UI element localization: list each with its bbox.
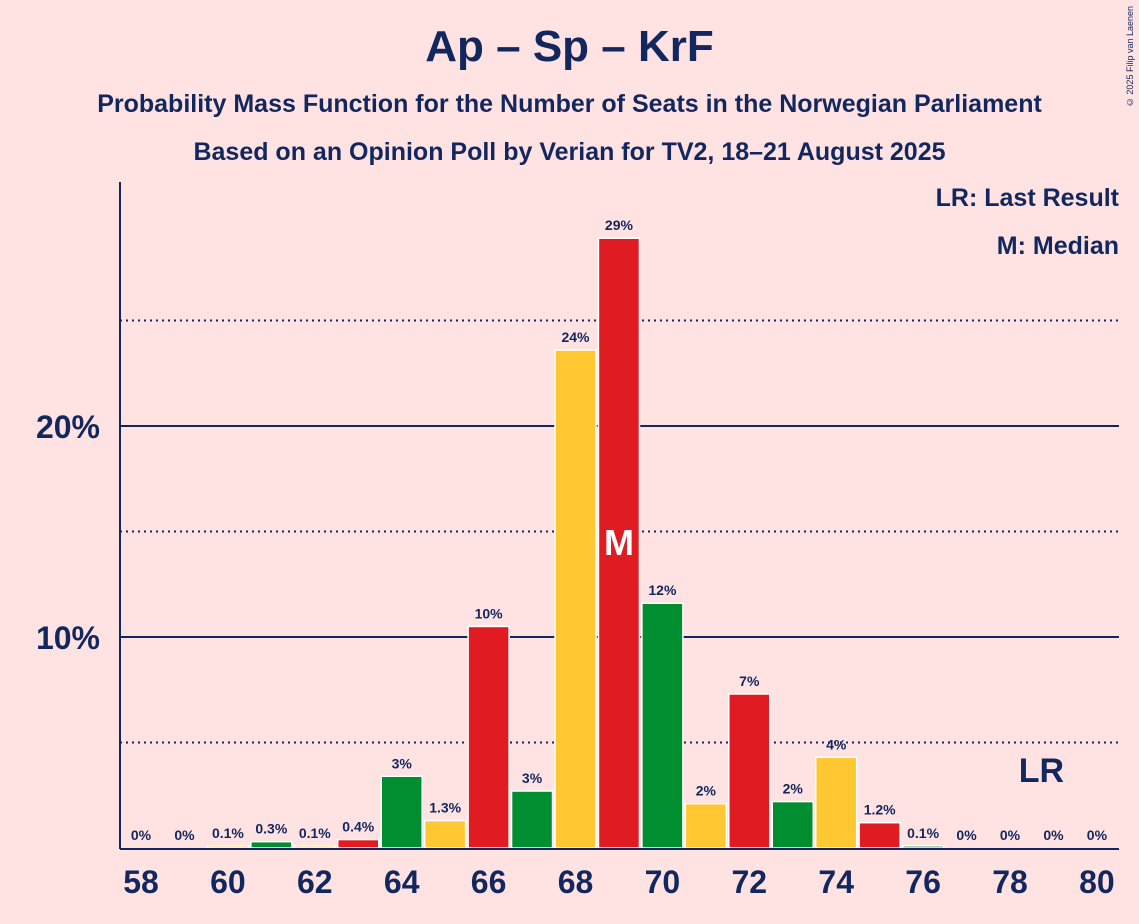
bar-label-67: 3% xyxy=(522,770,543,786)
bar-label-77: 0% xyxy=(956,827,977,843)
bar-60 xyxy=(206,845,250,849)
bar-61 xyxy=(250,840,293,849)
bar-65 xyxy=(423,819,467,849)
bar-76 xyxy=(901,845,945,849)
x-tick-label: 62 xyxy=(297,864,333,900)
bar-67 xyxy=(510,790,554,849)
bar-label-58: 0% xyxy=(131,827,152,843)
bar-75 xyxy=(858,821,901,849)
bar-71 xyxy=(684,802,728,849)
bar-label-76: 0.1% xyxy=(907,825,939,841)
bar-label-59: 0% xyxy=(174,827,195,843)
bar-63 xyxy=(337,838,380,849)
bar-68 xyxy=(554,349,597,849)
x-tick-label: 70 xyxy=(645,864,681,900)
x-tick-label: 58 xyxy=(123,864,159,900)
x-tick-label: 66 xyxy=(471,864,507,900)
bar-label-75: 1.2% xyxy=(864,802,896,818)
bar-label-71: 2% xyxy=(696,783,717,799)
bar-label-66: 10% xyxy=(475,605,504,621)
chart-subtitle: Probability Mass Function for the Number… xyxy=(97,90,1042,118)
bar-label-63: 0.4% xyxy=(342,819,374,835)
x-tick-label: 72 xyxy=(732,864,768,900)
bar-74 xyxy=(814,756,858,849)
bar-label-65: 1.3% xyxy=(429,800,461,816)
median-marker: M xyxy=(604,522,634,563)
x-tick-label: 80 xyxy=(1079,864,1115,900)
bar-label-60: 0.1% xyxy=(212,825,244,841)
last-result-marker: LR xyxy=(1019,752,1064,790)
bar-label-64: 3% xyxy=(392,755,413,771)
bar-label-69: 29% xyxy=(605,217,634,233)
bar-73 xyxy=(771,800,814,849)
bar-64 xyxy=(380,775,423,849)
bar-70 xyxy=(641,602,684,849)
bar-label-61: 0.3% xyxy=(255,821,287,837)
x-tick-label: 60 xyxy=(210,864,246,900)
bar-62 xyxy=(293,845,337,849)
chart-title: Ap – Sp – KrF xyxy=(425,22,714,71)
bar-label-80: 0% xyxy=(1087,827,1108,843)
bar-66 xyxy=(467,625,510,849)
x-tick-label: 76 xyxy=(905,864,941,900)
bar-label-78: 0% xyxy=(1000,827,1021,843)
legend-last-result: LR: Last Result xyxy=(935,184,1119,212)
bar-72 xyxy=(728,693,771,849)
chart-source: Based on an Opinion Poll by Verian for T… xyxy=(193,138,946,166)
x-tick-label: 64 xyxy=(384,864,420,900)
x-tick-label: 68 xyxy=(558,864,594,900)
y-tick-label: 20% xyxy=(36,409,100,445)
x-tick-label: 74 xyxy=(818,864,854,900)
bar-69 xyxy=(597,237,641,849)
x-tick-label: 78 xyxy=(992,864,1028,900)
bar-label-72: 7% xyxy=(739,673,760,689)
bar-label-70: 12% xyxy=(648,582,677,598)
bar-label-68: 24% xyxy=(561,329,590,345)
legend-median: M: Median xyxy=(996,232,1119,260)
bar-label-73: 2% xyxy=(783,781,804,797)
bar-label-62: 0.1% xyxy=(299,825,331,841)
bar-label-74: 4% xyxy=(826,736,847,752)
y-tick-label: 10% xyxy=(36,620,100,656)
bar-label-79: 0% xyxy=(1043,827,1064,843)
